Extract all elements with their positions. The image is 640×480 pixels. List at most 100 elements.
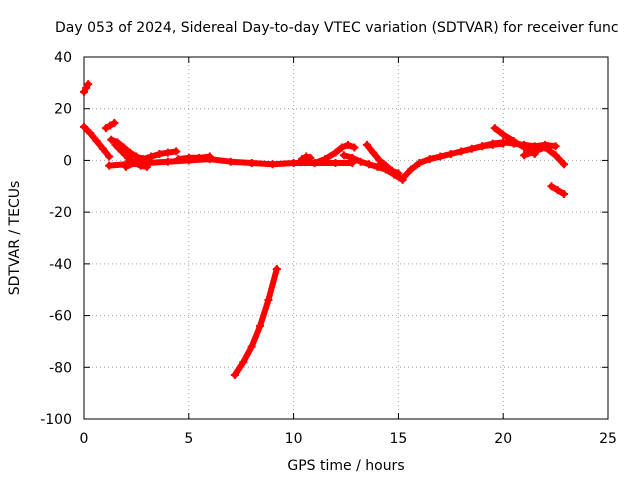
plot-frame — [83, 56, 609, 420]
data-point — [172, 147, 181, 156]
series-trace — [399, 140, 507, 182]
data-point — [344, 140, 353, 149]
data-point — [381, 161, 390, 170]
data-point — [256, 321, 265, 330]
data-point — [337, 143, 346, 152]
data-point — [105, 152, 114, 161]
data-point — [247, 342, 256, 351]
data-point — [350, 143, 359, 152]
data-point — [559, 190, 568, 199]
series-fall-to-15-b — [362, 140, 403, 178]
data-point — [247, 159, 256, 168]
data-point — [155, 149, 164, 158]
data-point — [369, 148, 378, 157]
y-tick-label: -20 — [49, 205, 72, 221]
data-point — [348, 153, 357, 162]
data-point — [230, 371, 239, 380]
data-point — [306, 153, 315, 162]
data-point — [107, 135, 116, 144]
data-point — [509, 137, 518, 146]
grid — [84, 57, 608, 419]
y-tick-label: -80 — [49, 360, 72, 376]
data-point — [425, 155, 434, 164]
data-point — [84, 80, 93, 89]
series-hook-22 — [520, 143, 568, 169]
data-point — [105, 161, 114, 170]
y-axis: -100 -80 -60 -40 -20 0 20 40 — [40, 50, 608, 428]
data-point — [457, 147, 466, 156]
data-point — [195, 153, 204, 162]
x-tick-label: 10 — [285, 431, 303, 447]
data-point — [478, 142, 487, 151]
x-tick-label: 0 — [80, 431, 89, 447]
data-point — [373, 162, 382, 171]
y-tick-label: -100 — [40, 412, 72, 428]
data-point — [184, 153, 193, 162]
data-point — [163, 157, 172, 166]
y-tick-label: -40 — [49, 257, 72, 273]
data-marks — [80, 80, 568, 380]
data-point — [499, 138, 508, 147]
chart-title: Day 053 of 2024, Sidereal Day-to-day VTE… — [55, 20, 619, 36]
data-point — [547, 182, 556, 191]
data-point — [297, 155, 306, 164]
series-trace — [175, 153, 213, 163]
x-tick-label: 15 — [389, 431, 407, 447]
data-point — [121, 160, 130, 169]
data-point — [147, 152, 156, 161]
data-point — [446, 149, 455, 158]
series-spike-top — [80, 80, 93, 96]
data-point — [467, 144, 476, 153]
data-point — [436, 152, 445, 161]
data-point — [92, 137, 101, 146]
data-point — [520, 151, 529, 160]
data-point — [264, 296, 273, 305]
data-point — [205, 152, 214, 161]
x-axis: 0 5 10 15 20 25 — [80, 57, 617, 447]
data-point — [111, 140, 120, 149]
data-point — [551, 151, 560, 160]
series-deep-excursion — [230, 265, 281, 380]
data-point — [490, 124, 499, 133]
data-point — [174, 155, 183, 164]
data-point — [388, 166, 397, 175]
data-point — [499, 130, 508, 139]
data-point — [226, 157, 235, 166]
y-tick-label: -60 — [49, 309, 72, 325]
data-point — [321, 155, 330, 164]
data-point — [302, 152, 311, 161]
data-point — [331, 148, 340, 157]
x-axis-label: GPS time / hours — [287, 458, 404, 474]
data-point — [110, 118, 119, 127]
data-point — [398, 174, 407, 183]
data-point — [102, 124, 111, 133]
data-point — [117, 147, 126, 156]
data-point — [559, 160, 568, 169]
y-tick-label: 40 — [54, 50, 72, 66]
data-point — [126, 148, 135, 157]
data-point — [106, 121, 115, 130]
y-axis-label: SDTVAR / TECUs — [7, 181, 23, 296]
x-tick-label: 5 — [184, 431, 193, 447]
series-descending-start — [80, 122, 114, 161]
data-point — [356, 157, 365, 166]
y-tick-label: 0 — [63, 153, 72, 169]
series-late-drop — [547, 182, 568, 199]
data-point — [553, 186, 562, 195]
data-point — [362, 140, 371, 149]
data-point — [415, 159, 424, 168]
data-point — [98, 144, 107, 153]
data-point — [530, 147, 539, 156]
data-point — [268, 160, 277, 169]
data-point — [86, 129, 95, 138]
data-point — [339, 151, 348, 160]
data-point — [488, 139, 497, 148]
x-tick-label: 20 — [494, 431, 512, 447]
data-point — [406, 165, 415, 174]
data-point — [394, 169, 403, 178]
y-tick-label: 20 — [54, 102, 72, 118]
series-baseline-upper — [174, 152, 214, 164]
data-point — [272, 265, 281, 274]
data-point — [541, 143, 550, 152]
